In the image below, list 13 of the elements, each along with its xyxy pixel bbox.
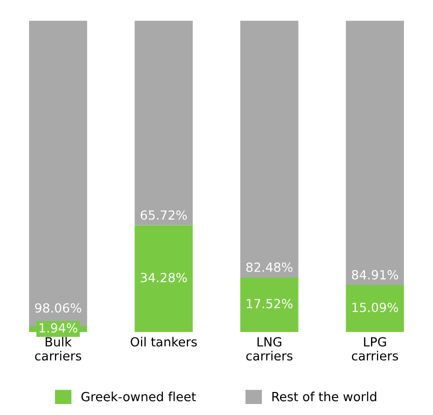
data-label: 65.72% [140, 210, 187, 220]
x-tick-label: LPG carriers [352, 337, 398, 361]
data-label: 84.91% [352, 270, 398, 280]
data-label: 82.48% [246, 262, 292, 272]
x-tick-label: LNG carriers [246, 337, 292, 361]
data-label: 98.06% [35, 303, 82, 313]
data-label: 15.09% [352, 302, 398, 312]
x-tick-label: Bulk carriers [35, 336, 82, 361]
data-label: 34.28% [140, 272, 187, 282]
x-tick-label: Oil tankers [130, 336, 197, 347]
data-label: 17.52% [246, 298, 292, 308]
legend-label: Greek-owned fleet [81, 392, 196, 402]
legend-label: Rest of the world [272, 392, 376, 402]
